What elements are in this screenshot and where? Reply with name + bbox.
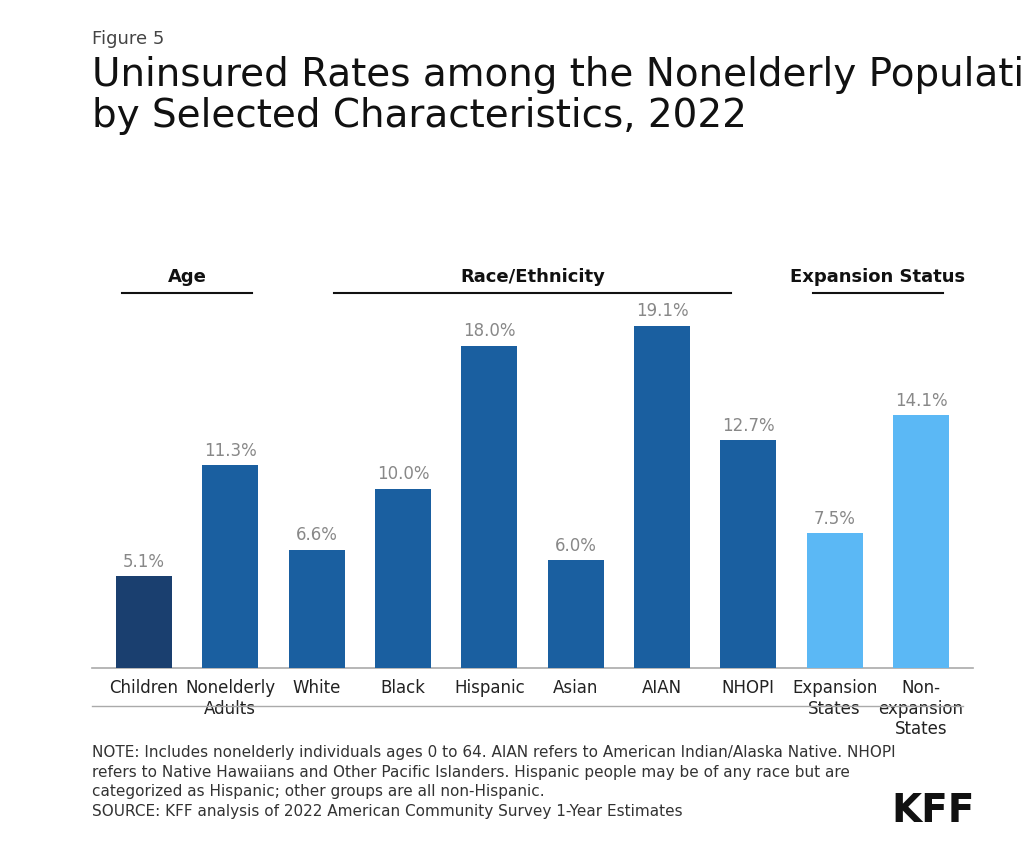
Text: 14.1%: 14.1%: [895, 392, 947, 410]
Bar: [893, 415, 949, 668]
Bar: [116, 576, 172, 668]
Text: 12.7%: 12.7%: [722, 417, 774, 435]
Bar: [289, 550, 345, 668]
Text: 6.0%: 6.0%: [555, 537, 597, 555]
Bar: [375, 489, 431, 668]
Text: NOTE: Includes nonelderly individuals ages 0 to 64. AIAN refers to American Indi: NOTE: Includes nonelderly individuals ag…: [92, 745, 896, 819]
Bar: [720, 440, 776, 668]
Bar: [461, 346, 517, 668]
Text: 11.3%: 11.3%: [204, 442, 257, 460]
Bar: [634, 326, 690, 668]
Text: 19.1%: 19.1%: [636, 302, 688, 320]
Bar: [548, 561, 604, 668]
Text: 10.0%: 10.0%: [377, 466, 429, 484]
Bar: [807, 533, 862, 668]
Text: 7.5%: 7.5%: [814, 510, 856, 528]
Text: Race/Ethnicity: Race/Ethnicity: [460, 269, 605, 287]
Text: 18.0%: 18.0%: [463, 322, 515, 340]
Text: Expansion Status: Expansion Status: [791, 269, 966, 287]
Text: KFF: KFF: [891, 792, 974, 829]
Bar: [203, 466, 258, 668]
Text: 5.1%: 5.1%: [123, 553, 165, 571]
Text: Figure 5: Figure 5: [92, 30, 165, 48]
Text: 6.6%: 6.6%: [296, 526, 338, 544]
Text: Age: Age: [168, 269, 207, 287]
Text: Uninsured Rates among the Nonelderly Population
by Selected Characteristics, 202: Uninsured Rates among the Nonelderly Pop…: [92, 56, 1024, 134]
